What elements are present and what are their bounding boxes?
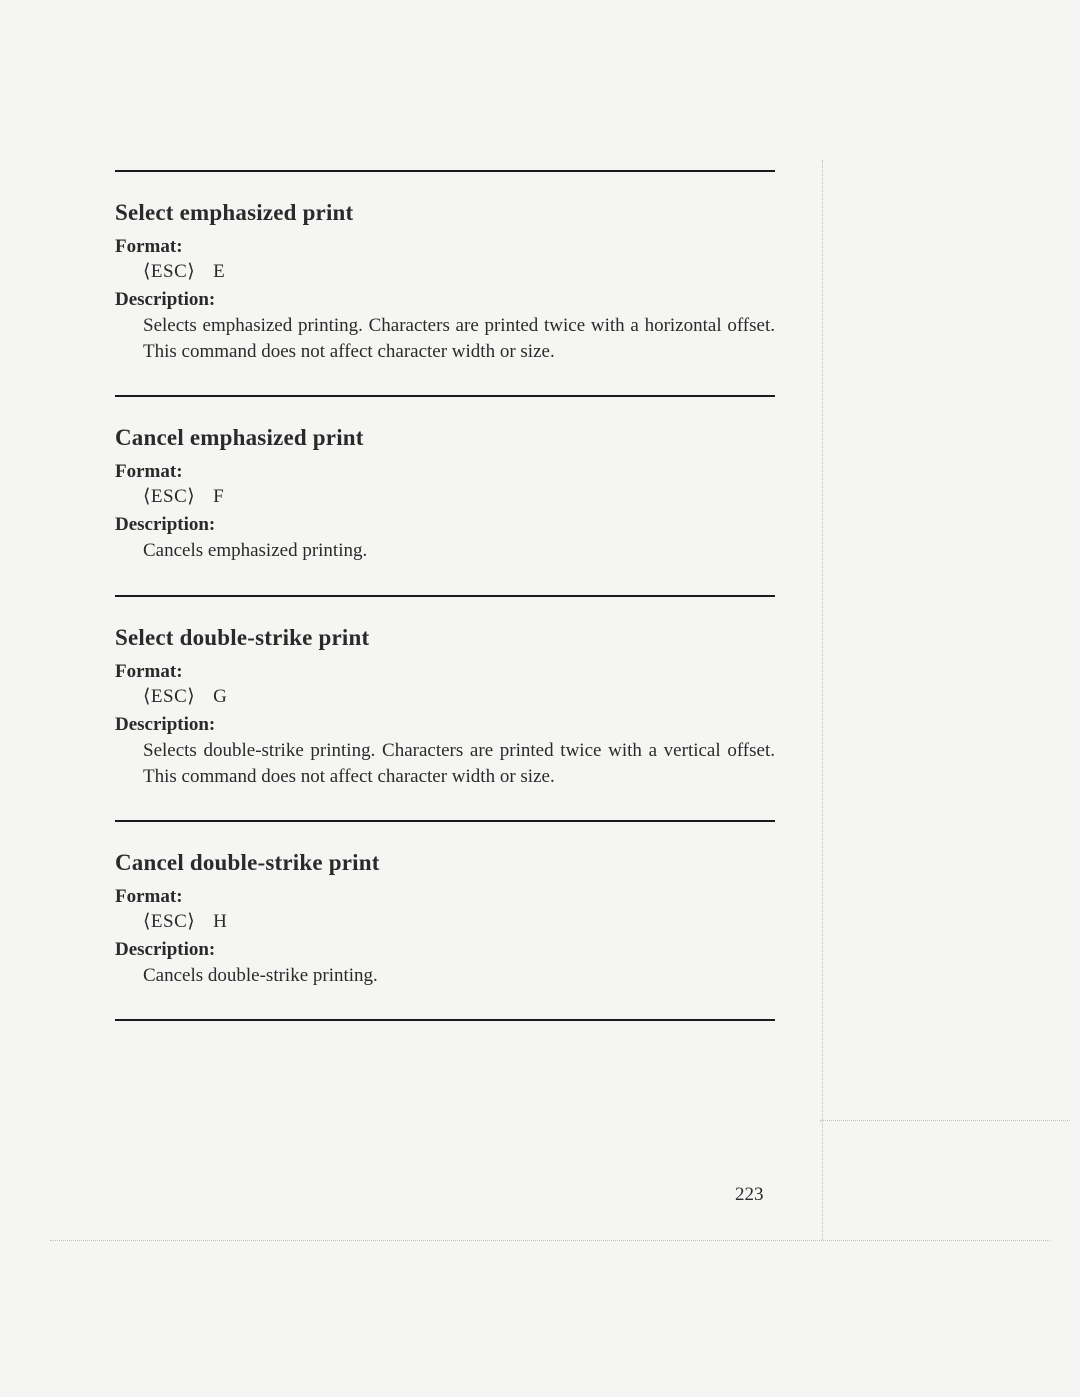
command-entry: Select emphasized print Format: ⟨ESC⟩ E D…	[115, 170, 775, 395]
format-value: ⟨ESC⟩ G	[143, 685, 775, 708]
format-code: E	[213, 261, 226, 282]
format-code: H	[213, 911, 228, 932]
format-esc: ⟨ESC⟩	[143, 261, 195, 282]
format-esc: ⟨ESC⟩	[143, 911, 195, 932]
description-text: Cancels emphasized printing.	[143, 538, 775, 564]
document-page: Select emphasized print Format: ⟨ESC⟩ E D…	[115, 170, 775, 1021]
format-label: Format:	[115, 461, 775, 483]
description-text: Cancels double-strike printing.	[143, 963, 775, 989]
format-code: G	[213, 686, 228, 707]
command-entry: Select double-strike print Format: ⟨ESC⟩…	[115, 595, 775, 820]
entry-title: Cancel double-strike print	[115, 850, 775, 876]
entry-title: Select emphasized print	[115, 200, 775, 226]
format-label: Format:	[115, 236, 775, 258]
description-label: Description:	[115, 714, 775, 736]
page-number: 223	[735, 1184, 764, 1206]
format-label: Format:	[115, 886, 775, 908]
description-text: Selects double-strike printing. Characte…	[143, 738, 775, 790]
entry-title: Cancel emphasized print	[115, 425, 775, 451]
format-value: ⟨ESC⟩ F	[143, 485, 775, 508]
format-code: F	[213, 486, 225, 507]
scan-artifact-line	[50, 1240, 1050, 1241]
entry-title: Select double-strike print	[115, 625, 775, 651]
description-text: Selects emphasized printing. Characters …	[143, 313, 775, 365]
description-label: Description:	[115, 939, 775, 961]
command-entry: Cancel double-strike print Format: ⟨ESC⟩…	[115, 820, 775, 1019]
format-label: Format:	[115, 661, 775, 683]
description-label: Description:	[115, 514, 775, 536]
format-value: ⟨ESC⟩ E	[143, 260, 775, 283]
command-entry: Cancel emphasized print Format: ⟨ESC⟩ F D…	[115, 395, 775, 594]
scan-artifact-line	[822, 160, 823, 1240]
format-value: ⟨ESC⟩ H	[143, 910, 775, 933]
scan-artifact-line	[820, 1120, 1070, 1121]
description-label: Description:	[115, 289, 775, 311]
format-esc: ⟨ESC⟩	[143, 686, 195, 707]
format-esc: ⟨ESC⟩	[143, 486, 195, 507]
bottom-rule	[115, 1019, 775, 1021]
